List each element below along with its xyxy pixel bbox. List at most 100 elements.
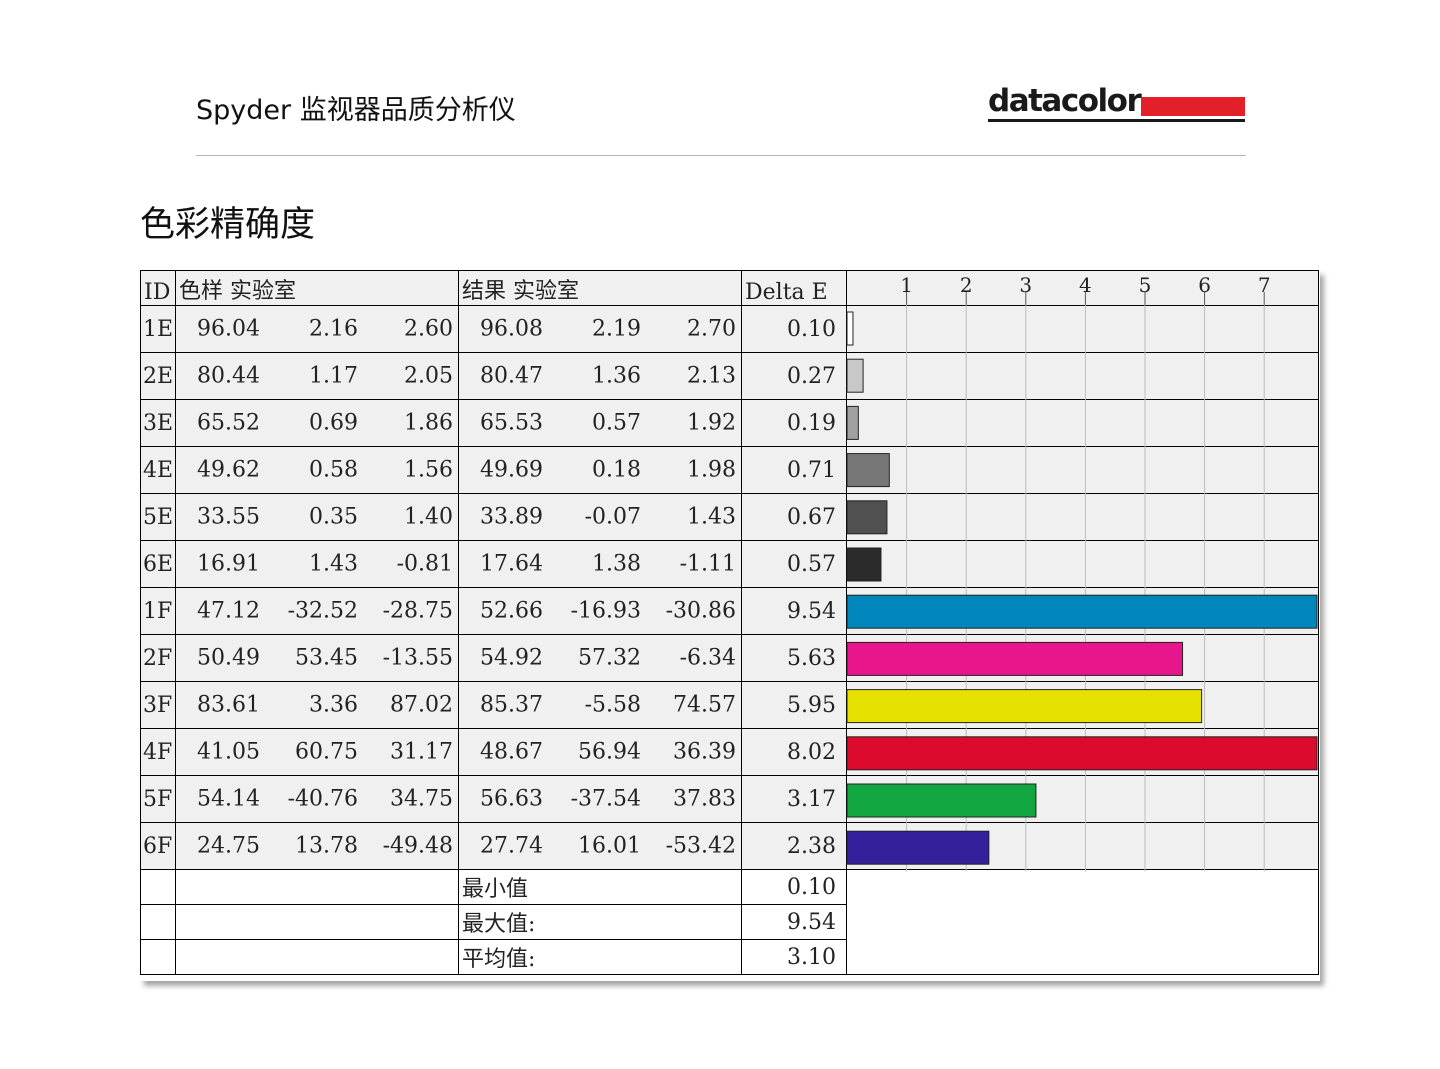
delta-e-value: 5.63 (742, 635, 847, 682)
summary-empty-sample (176, 905, 459, 940)
sample-lab-l: 96.04 (197, 317, 260, 342)
sample-lab-b: -0.81 (397, 552, 453, 577)
summary-empty-sample (176, 870, 459, 905)
section-title: 色彩精确度 (140, 196, 315, 247)
row-id: 3F (141, 682, 176, 729)
result-lab-values: 65.53 0.57 1.92 (459, 400, 742, 447)
summary-label: 最大值: (459, 905, 742, 940)
result-lab-l: 80.47 (480, 364, 543, 389)
header-divider (196, 155, 1246, 156)
row-id: 1E (141, 306, 176, 353)
sample-lab-b: 2.05 (404, 364, 453, 389)
result-lab-l: 33.89 (480, 505, 543, 530)
header-delta-e: Delta E (742, 271, 847, 306)
tick-label-7: 7 (1258, 273, 1271, 297)
result-lab-l: 52.66 (480, 599, 543, 624)
result-lab-l: 17.64 (480, 552, 543, 577)
summary-label: 最小值 (459, 870, 742, 905)
sample-lab-b: -49.48 (383, 834, 453, 859)
bar-2E (847, 359, 863, 392)
sample-lab-a: 60.75 (295, 740, 358, 765)
result-lab-a: 2.19 (592, 317, 641, 342)
sample-lab-a: 3.36 (309, 693, 358, 718)
sample-lab-b: -28.75 (383, 599, 453, 624)
logo-underline (988, 119, 1245, 122)
sample-lab-b: 87.02 (390, 693, 453, 718)
tick-label-5: 5 (1139, 273, 1152, 297)
sample-lab-values: 96.04 2.16 2.60 (176, 306, 459, 353)
tick-label-6: 6 (1198, 273, 1211, 297)
row-id: 6F (141, 823, 176, 870)
summary-chart-blank (847, 870, 1319, 975)
result-lab-b: -30.86 (666, 599, 736, 624)
result-lab-a: 56.94 (578, 740, 641, 765)
sample-lab-a: 1.17 (309, 364, 358, 389)
summary-label: 平均值: (459, 940, 742, 975)
result-lab-b: 1.92 (687, 411, 736, 436)
result-lab-l: 27.74 (480, 834, 543, 859)
sample-lab-values: 33.55 0.35 1.40 (176, 494, 459, 541)
sample-lab-l: 83.61 (197, 693, 260, 718)
sample-lab-b: 1.86 (404, 411, 453, 436)
result-lab-a: 57.32 (578, 646, 641, 671)
delta-e-value: 5.95 (742, 682, 847, 729)
logo-red-bar (1141, 97, 1245, 116)
logo-wordmark: datacolor (988, 84, 1140, 118)
result-lab-l: 96.08 (480, 317, 543, 342)
header-result-lab: 结果 实验室 (459, 271, 742, 306)
sample-lab-a: 0.58 (309, 458, 358, 483)
sample-lab-l: 80.44 (197, 364, 260, 389)
bar-3E (847, 406, 858, 439)
row-id: 5E (141, 494, 176, 541)
bar-6F (847, 831, 989, 864)
delta-e-value: 3.17 (742, 776, 847, 823)
tick-label-3: 3 (1019, 273, 1032, 297)
tick-label-4: 4 (1079, 273, 1092, 297)
sample-lab-a: 2.16 (309, 317, 358, 342)
delta-e-value: 0.71 (742, 447, 847, 494)
header-sample-lab: 色样 实验室 (176, 271, 459, 306)
sample-lab-values: 47.12 -32.52 -28.75 (176, 588, 459, 635)
result-lab-a: -16.93 (571, 599, 641, 624)
result-lab-a: 1.38 (592, 552, 641, 577)
bar-2F (847, 642, 1183, 675)
result-lab-a: 16.01 (578, 834, 641, 859)
result-lab-b: 2.13 (687, 364, 736, 389)
delta-e-value: 0.27 (742, 353, 847, 400)
summary-value: 0.10 (742, 870, 847, 905)
result-lab-b: 37.83 (673, 787, 736, 812)
sample-lab-values: 41.05 60.75 31.17 (176, 729, 459, 776)
sample-lab-l: 16.91 (197, 552, 260, 577)
result-lab-b: 2.70 (687, 317, 736, 342)
bar-1F (847, 595, 1317, 628)
sample-lab-values: 49.62 0.58 1.56 (176, 447, 459, 494)
summary-empty-id (141, 940, 176, 975)
datacolor-logo: datacolor (988, 86, 1246, 126)
result-lab-values: 56.63 -37.54 37.83 (459, 776, 742, 823)
result-lab-l: 85.37 (480, 693, 543, 718)
sample-lab-l: 54.14 (197, 787, 260, 812)
result-lab-l: 54.92 (480, 646, 543, 671)
tick-label-2: 2 (960, 273, 973, 297)
row-id: 4F (141, 729, 176, 776)
sample-lab-a: 13.78 (295, 834, 358, 859)
sample-lab-b: 2.60 (404, 317, 453, 342)
delta-e-value: 0.57 (742, 541, 847, 588)
row-id: 2F (141, 635, 176, 682)
sample-lab-values: 54.14 -40.76 34.75 (176, 776, 459, 823)
row-id: 5F (141, 776, 176, 823)
sample-lab-values: 50.49 53.45 -13.55 (176, 635, 459, 682)
sample-lab-values: 80.44 1.17 2.05 (176, 353, 459, 400)
sample-lab-a: 0.69 (309, 411, 358, 436)
sample-lab-l: 47.12 (197, 599, 260, 624)
result-lab-values: 85.37 -5.58 74.57 (459, 682, 742, 729)
sample-lab-a: 53.45 (295, 646, 358, 671)
result-lab-b: 36.39 (673, 740, 736, 765)
result-lab-b: 1.98 (687, 458, 736, 483)
row-id: 2E (141, 353, 176, 400)
sample-lab-l: 50.49 (197, 646, 260, 671)
delta-e-value: 8.02 (742, 729, 847, 776)
result-lab-values: 48.67 56.94 36.39 (459, 729, 742, 776)
sample-lab-b: 1.40 (404, 505, 453, 530)
sample-lab-a: 0.35 (309, 505, 358, 530)
